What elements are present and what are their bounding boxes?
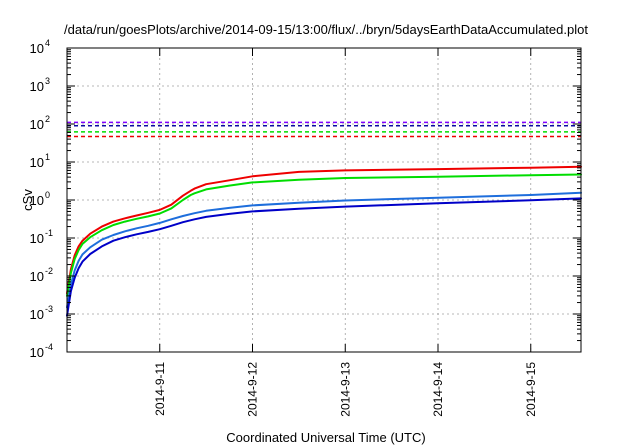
y-tick-base: 10 (30, 345, 44, 360)
threshold-lines (67, 121, 581, 138)
y-tick-base: 10 (30, 231, 44, 246)
x-tick-label: 2014-9-12 (246, 362, 260, 417)
y-axis-label: cSv (20, 189, 35, 211)
x-tick-label: 2014-9-15 (524, 362, 538, 417)
y-tick-exponent: -2 (45, 266, 53, 276)
y-tick-label: 10 0 (30, 190, 50, 208)
y-tick-label: 10 3 (30, 76, 50, 94)
y-tick-label: 10 1 (30, 152, 50, 170)
y-tick-base: 10 (30, 193, 44, 208)
y-tick-exponent: 0 (45, 190, 50, 200)
y-tick-exponent: 4 (45, 38, 50, 48)
series-lines (66, 165, 582, 317)
x-axis-ticks: 2014-9-11 2014-9-12 2014-9-13 2014-9-14 2014… (153, 48, 538, 417)
y-tick-base: 10 (30, 117, 44, 132)
y-tick-exponent: -1 (45, 228, 53, 238)
y-tick-label: 10 -3 (30, 304, 53, 322)
x-tick-label: 2014-9-13 (338, 362, 352, 417)
y-tick-exponent: 1 (45, 152, 50, 162)
series-line (66, 173, 582, 297)
series-line (66, 191, 582, 309)
y-tick-label: 10 2 (30, 114, 50, 132)
y-tick-base: 10 (30, 41, 44, 56)
y-tick-base: 10 (30, 269, 44, 284)
y-tick-exponent: -4 (45, 342, 53, 352)
chart-title: /data/run/goesPlots/archive/2014-09-15/1… (64, 22, 588, 37)
series-line (66, 165, 582, 295)
y-tick-exponent: 3 (45, 76, 50, 86)
grid-lines (67, 48, 581, 352)
x-tick-label: 2014-9-11 (153, 362, 167, 416)
y-tick-label: 10 -2 (30, 266, 53, 284)
y-tick-label: 10 -1 (30, 228, 53, 246)
y-tick-label: 10 -4 (30, 342, 53, 360)
x-axis-label: Coordinated Universal Time (UTC) (226, 430, 425, 445)
y-tick-exponent: 2 (45, 114, 50, 124)
y-tick-label: 10 4 (30, 38, 50, 56)
y-tick-base: 10 (30, 79, 44, 94)
x-tick-label: 2014-9-14 (431, 362, 445, 417)
y-tick-exponent: -3 (45, 304, 53, 314)
y-tick-base: 10 (30, 155, 44, 170)
series-line (66, 197, 582, 317)
y-tick-base: 10 (30, 307, 44, 322)
